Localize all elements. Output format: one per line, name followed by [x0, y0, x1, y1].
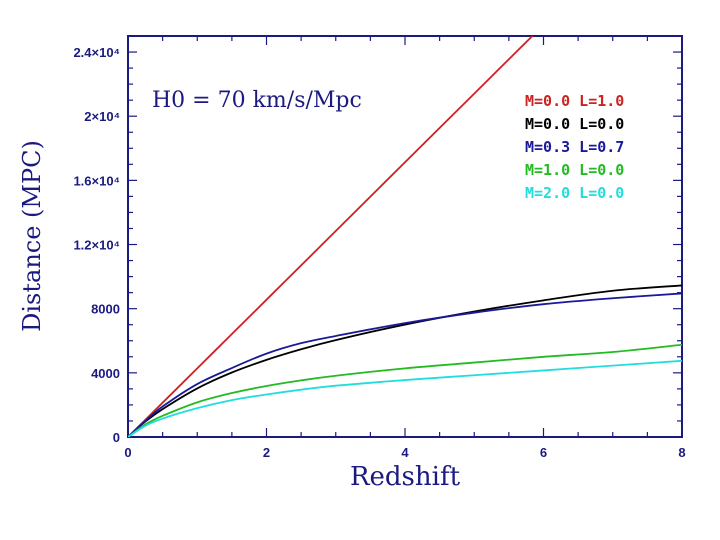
series-line	[128, 359, 682, 437]
y-tick-label: 2.4×10⁴	[73, 45, 120, 60]
y-tick-label: 0	[113, 430, 120, 445]
series-line	[128, 343, 682, 437]
legend: M=0.0 L=1.0 M=0.0 L=0.0 M=0.3 L=0.7 M=1.0 L…	[525, 92, 624, 202]
legend-entry: M=0.0 L=1.0	[525, 92, 624, 110]
x-tick-label: 2	[263, 445, 270, 460]
x-axis-title: Redshift	[350, 462, 461, 492]
y-tick-label: 1.6×10⁴	[73, 173, 120, 188]
series-lines	[128, 36, 682, 437]
x-tick-label: 6	[540, 445, 547, 460]
legend-entry: M=0.0 L=0.0	[525, 115, 624, 133]
x-tick-label: 0	[124, 445, 131, 460]
y-axis-title: Distance (MPC)	[18, 140, 46, 332]
axis-ticks: 0 2 4 6 8 0 4000 8000 1.2×10⁴ 1.6×10⁴ 2×10⁴ 2.4×10⁴	[73, 35, 686, 460]
legend-entry: M=0.3 L=0.7	[525, 138, 624, 156]
y-tick-label: 2×10⁴	[84, 109, 120, 124]
series-line	[128, 292, 682, 437]
x-tick-label: 4	[401, 445, 409, 460]
y-tick-label: 1.2×10⁴	[73, 238, 120, 253]
y-tick-label: 4000	[91, 366, 120, 381]
y-tick-label: 8000	[91, 302, 120, 317]
x-tick-label: 8	[678, 445, 685, 460]
h0-annotation: H0 = 70 km/s/Mpc	[152, 88, 362, 113]
legend-entry: M=1.0 L=0.0	[525, 161, 624, 179]
legend-entry: M=2.0 L=0.0	[525, 184, 624, 202]
series-line	[128, 36, 534, 437]
series-line	[128, 284, 682, 437]
